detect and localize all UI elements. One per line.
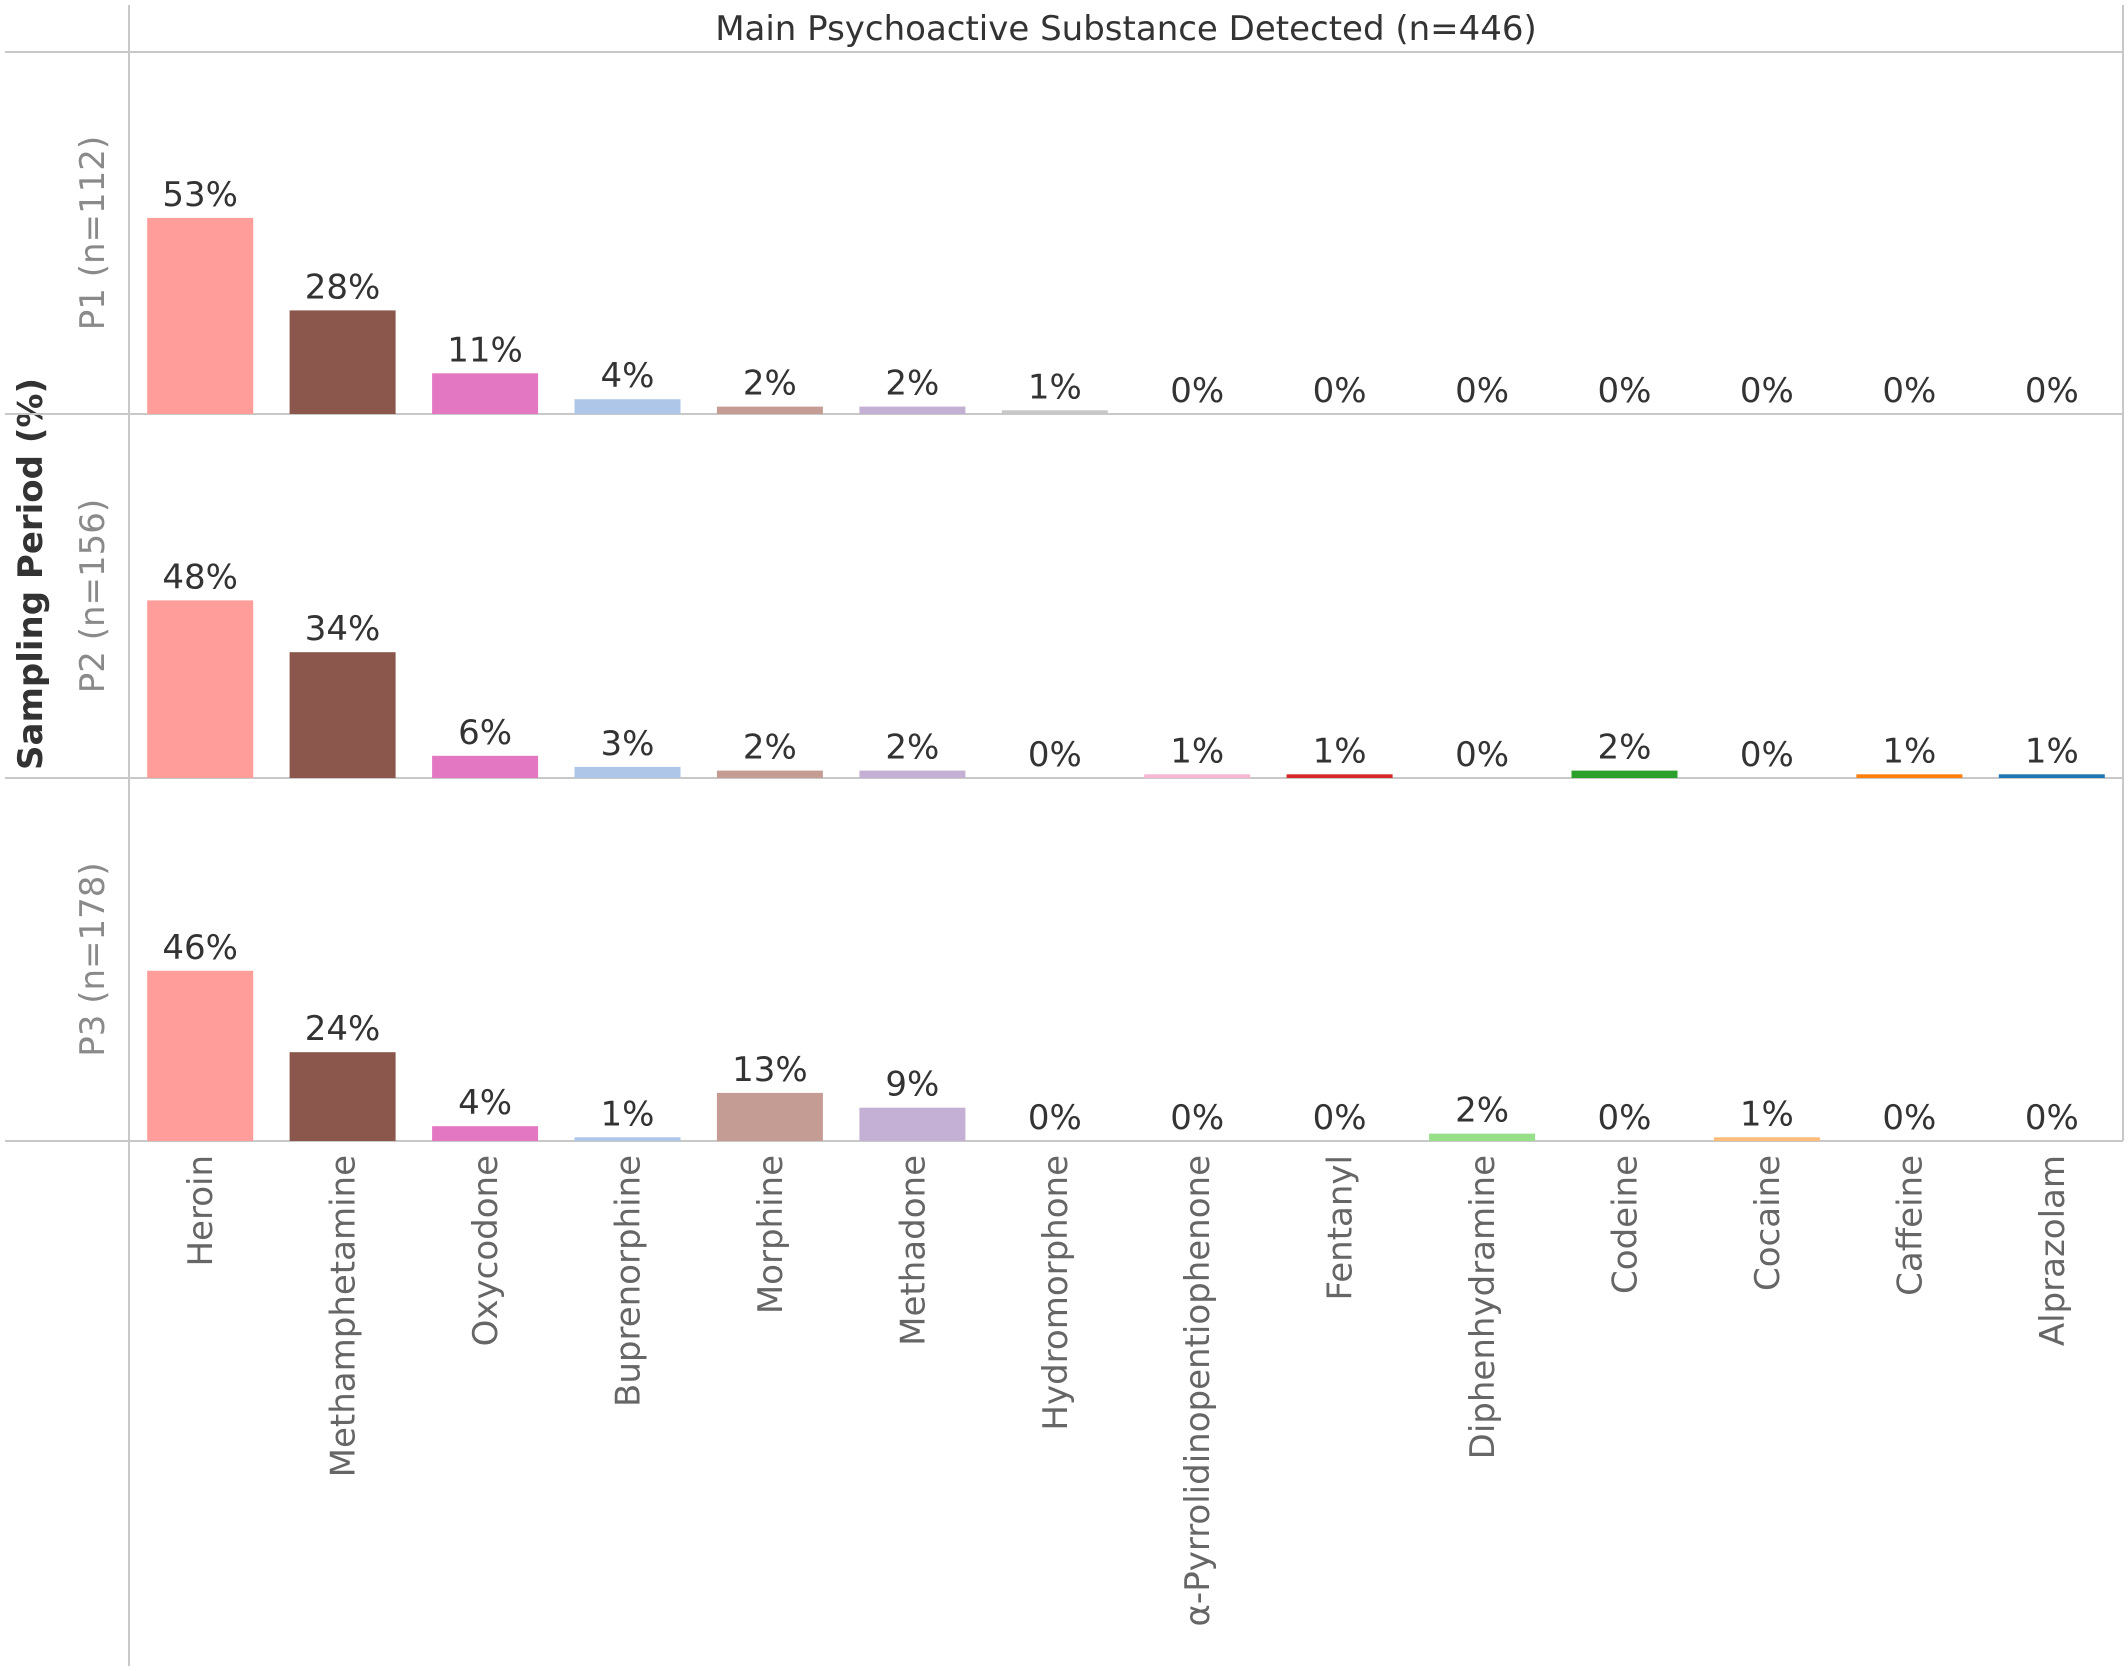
bar [1429, 1133, 1536, 1141]
bar [432, 755, 539, 778]
data-label: 1% [601, 1094, 655, 1134]
bar [147, 217, 254, 414]
category-label: Cocaine [1748, 1155, 1788, 1291]
data-label: 1% [1882, 731, 1936, 771]
data-label: 4% [458, 1083, 512, 1123]
panels-group: P1 (n=112) 53% 28% 11% 4% 2% 2% 1% 0% 0% 0% 0% 0% 0% 0… [5, 136, 2123, 1142]
row-label-p1: P1 (n=112) [73, 136, 113, 330]
bar [574, 766, 681, 778]
data-label: 9% [885, 1065, 939, 1105]
data-label: 0% [1170, 1098, 1224, 1138]
data-label: 1% [1028, 367, 1082, 407]
bar [289, 1052, 396, 1141]
bar [1144, 774, 1251, 778]
category-label: Morphine [751, 1155, 791, 1314]
data-label: 0% [1170, 371, 1224, 411]
data-label: 0% [1028, 735, 1082, 775]
y-axis-label: Sampling Period (%) [11, 378, 51, 770]
bar [716, 770, 823, 778]
bar [1856, 774, 1963, 778]
data-label: 53% [162, 175, 238, 215]
bar [147, 970, 254, 1141]
data-label: 2% [743, 728, 797, 768]
category-label: Oxycodone [466, 1155, 506, 1346]
data-label: 0% [1740, 371, 1794, 411]
row-label-p3: P3 (n=178) [73, 862, 113, 1056]
data-label: 0% [1882, 371, 1936, 411]
data-label: 1% [2025, 731, 2079, 771]
data-label: 0% [1598, 1098, 1652, 1138]
bar [574, 1137, 681, 1141]
data-label: 1% [1313, 731, 1367, 771]
category-label: Diphenhydramine [1463, 1155, 1503, 1459]
bar [716, 406, 823, 414]
data-label: 0% [1882, 1098, 1936, 1138]
data-label: 0% [1313, 1098, 1367, 1138]
category-labels-group: Heroin Methamphetamine Oxycodone Buprenorph… [181, 1155, 2073, 1626]
category-label: α-Pyrrolidinopentiophenone [1178, 1155, 1218, 1626]
data-label: 0% [1313, 371, 1367, 411]
bar [1998, 774, 2105, 778]
data-label: 0% [1740, 735, 1794, 775]
data-label: 0% [2025, 371, 2079, 411]
category-label: Methadone [893, 1155, 933, 1346]
bar [289, 652, 396, 778]
data-label: 1% [1170, 731, 1224, 771]
data-label: 0% [1028, 1098, 1082, 1138]
bar [859, 1107, 966, 1141]
data-label: 2% [885, 364, 939, 404]
category-label: Fentanyl [1321, 1155, 1361, 1300]
data-label: 6% [458, 713, 512, 753]
category-label: Hydromorphone [1036, 1155, 1076, 1431]
bar [147, 600, 254, 778]
data-label: 28% [305, 267, 381, 307]
panel-p3: P3 (n=178) 46% 24% 4% 1% 13% 9% 0% 0% 0% 2% 0% 1% 0% 0… [5, 862, 2123, 1142]
data-label: 2% [743, 364, 797, 404]
panel-p1: P1 (n=112) 53% 28% 11% 4% 2% 2% 1% 0% 0% 0% 0% 0% 0% 0… [5, 136, 2123, 415]
data-label: 1% [1740, 1094, 1794, 1134]
data-label: 0% [1598, 371, 1652, 411]
panel-p2: P2 (n=156) 48% 34% 6% 3% 2% 2% 0% 1% 1% 0% 2% 0% 1% 1% [5, 499, 2123, 779]
data-label: 0% [2025, 1098, 2079, 1138]
category-label: Buprenorphine [609, 1155, 649, 1407]
chart-frame [5, 5, 2124, 1666]
data-label: 48% [162, 557, 238, 597]
data-label: 2% [1598, 728, 1652, 768]
category-label: Alprazolam [2033, 1155, 2073, 1346]
data-label: 24% [305, 1009, 381, 1049]
category-label: Codeine [1606, 1155, 1646, 1294]
bar [1001, 410, 1108, 414]
bar [432, 1126, 539, 1141]
bar [716, 1092, 823, 1141]
bar [574, 399, 681, 414]
row-label-p2: P2 (n=156) [73, 499, 113, 693]
data-label: 46% [162, 928, 238, 968]
data-label: 3% [601, 724, 655, 764]
data-label: 0% [1455, 371, 1509, 411]
bar [859, 770, 966, 778]
data-label: 34% [305, 609, 381, 649]
bar [1713, 1137, 1820, 1141]
bar [432, 373, 539, 414]
bar [1571, 770, 1678, 778]
bar [289, 310, 396, 414]
data-label: 13% [732, 1050, 808, 1090]
bar [1286, 774, 1393, 778]
data-label: 4% [601, 356, 655, 396]
data-label: 2% [885, 728, 939, 768]
data-label: 11% [447, 330, 523, 370]
data-label: 0% [1455, 735, 1509, 775]
category-label: Caffeine [1890, 1155, 1930, 1296]
bar [859, 406, 966, 414]
chart-title: Main Psychoactive Substance Detected (n=… [715, 9, 1537, 49]
category-label: Heroin [181, 1155, 221, 1267]
data-label: 2% [1455, 1091, 1509, 1131]
category-label: Methamphetamine [324, 1155, 364, 1477]
